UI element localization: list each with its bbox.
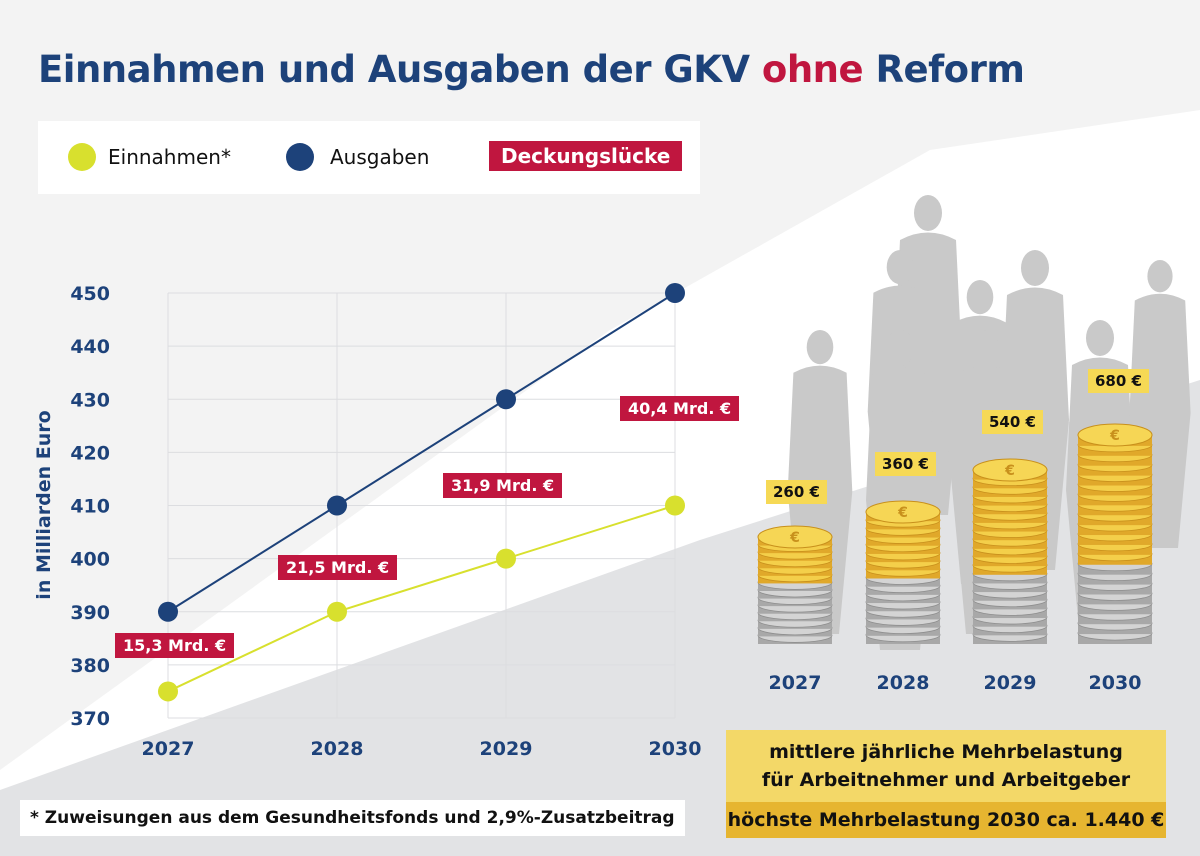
person-silhouette bbox=[966, 280, 994, 315]
box-line: mittlere jährliche Mehrbelastung bbox=[769, 741, 1123, 763]
footnote: * Zuweisungen aus dem Gesundheitsfonds u… bbox=[20, 800, 685, 836]
person-silhouette bbox=[1086, 320, 1114, 356]
x-tick-label: 2027 bbox=[142, 738, 195, 760]
burden-info-box: mittlere jährliche Mehrbelastung für Arbe… bbox=[726, 730, 1166, 838]
gap-label: 31,9 Mrd. € bbox=[443, 473, 563, 498]
price-tag: 360 € bbox=[875, 452, 936, 476]
coin-euro-icon bbox=[757, 525, 833, 549]
series-line bbox=[167, 504, 676, 693]
gap-label: 40,4 Mrd. € bbox=[620, 396, 740, 421]
y-tick-label: 400 bbox=[70, 549, 110, 571]
euro-symbol: € bbox=[1004, 463, 1015, 479]
x-tick-label: 2030 bbox=[649, 738, 702, 760]
y-tick-label: 410 bbox=[70, 496, 110, 518]
coin-stack: € bbox=[1077, 423, 1153, 644]
series-line bbox=[167, 292, 676, 613]
data-point bbox=[665, 283, 685, 303]
coin-year-label: 2030 bbox=[1088, 672, 1142, 694]
box-line: für Arbeitnehmer und Arbeitgeber bbox=[761, 769, 1131, 791]
person-silhouette bbox=[806, 330, 834, 365]
legend-einnahmen: Einnahmen* bbox=[108, 145, 231, 169]
gap-label: 15,3 Mrd. € bbox=[115, 633, 235, 658]
euro-symbol: € bbox=[1109, 428, 1120, 444]
legend-deckungsluecke: Deckungslücke bbox=[489, 141, 683, 171]
coin-stack: € bbox=[972, 458, 1048, 644]
coin-euro-icon bbox=[1077, 423, 1153, 447]
euro-symbol: € bbox=[897, 505, 908, 521]
coin-stack: € bbox=[865, 500, 941, 644]
coin-stack: € bbox=[757, 525, 833, 644]
coin-year-label: 2027 bbox=[768, 672, 822, 694]
euro-symbol: € bbox=[789, 530, 800, 546]
data-point bbox=[158, 681, 178, 702]
people-silhouettes: € € € € bbox=[757, 195, 1191, 650]
y-axis-label: in Milliarden Euro bbox=[33, 410, 55, 599]
legend: Einnahmen* Ausgaben Deckungslücke bbox=[38, 121, 700, 194]
data-point bbox=[496, 389, 516, 410]
data-point bbox=[327, 601, 347, 622]
y-tick-label: 390 bbox=[70, 602, 110, 624]
y-tick-label: 450 bbox=[70, 283, 110, 305]
box-highlight: höchste Mehrbelastung 2030 ca. 1.440 € bbox=[726, 802, 1166, 838]
y-tick-label: 430 bbox=[70, 389, 110, 411]
einnahmen-dot-icon bbox=[68, 143, 96, 171]
x-tick-label: 2028 bbox=[311, 738, 364, 760]
page-title: Einnahmen und Ausgaben der GKV ohne Refo… bbox=[38, 48, 1025, 91]
data-point bbox=[327, 495, 347, 516]
price-tag: 680 € bbox=[1088, 369, 1149, 393]
price-tag: 260 € bbox=[766, 480, 827, 504]
legend-ausgaben: Ausgaben bbox=[330, 145, 430, 169]
y-tick-label: 380 bbox=[70, 655, 110, 677]
y-tick-label: 420 bbox=[70, 442, 110, 464]
data-point bbox=[665, 495, 685, 516]
data-point bbox=[158, 601, 178, 622]
coin-euro-icon bbox=[865, 500, 941, 524]
x-tick-label: 2029 bbox=[480, 738, 533, 760]
person-silhouette bbox=[1021, 250, 1049, 286]
coin-year-label: 2029 bbox=[983, 672, 1037, 694]
coin-year-label: 2028 bbox=[876, 672, 930, 694]
person-silhouette bbox=[914, 195, 942, 231]
person-silhouette bbox=[1147, 260, 1173, 293]
y-tick-label: 440 bbox=[70, 336, 110, 358]
ausgaben-dot-icon bbox=[286, 143, 314, 171]
person-silhouette bbox=[886, 250, 914, 285]
gap-label: 21,5 Mrd. € bbox=[278, 555, 398, 580]
person-silhouette bbox=[886, 330, 914, 366]
price-tag: 540 € bbox=[982, 410, 1043, 434]
coin-euro-icon bbox=[972, 458, 1048, 482]
y-tick-label: 370 bbox=[70, 708, 110, 730]
person-silhouette bbox=[971, 330, 999, 365]
data-point bbox=[496, 548, 516, 569]
